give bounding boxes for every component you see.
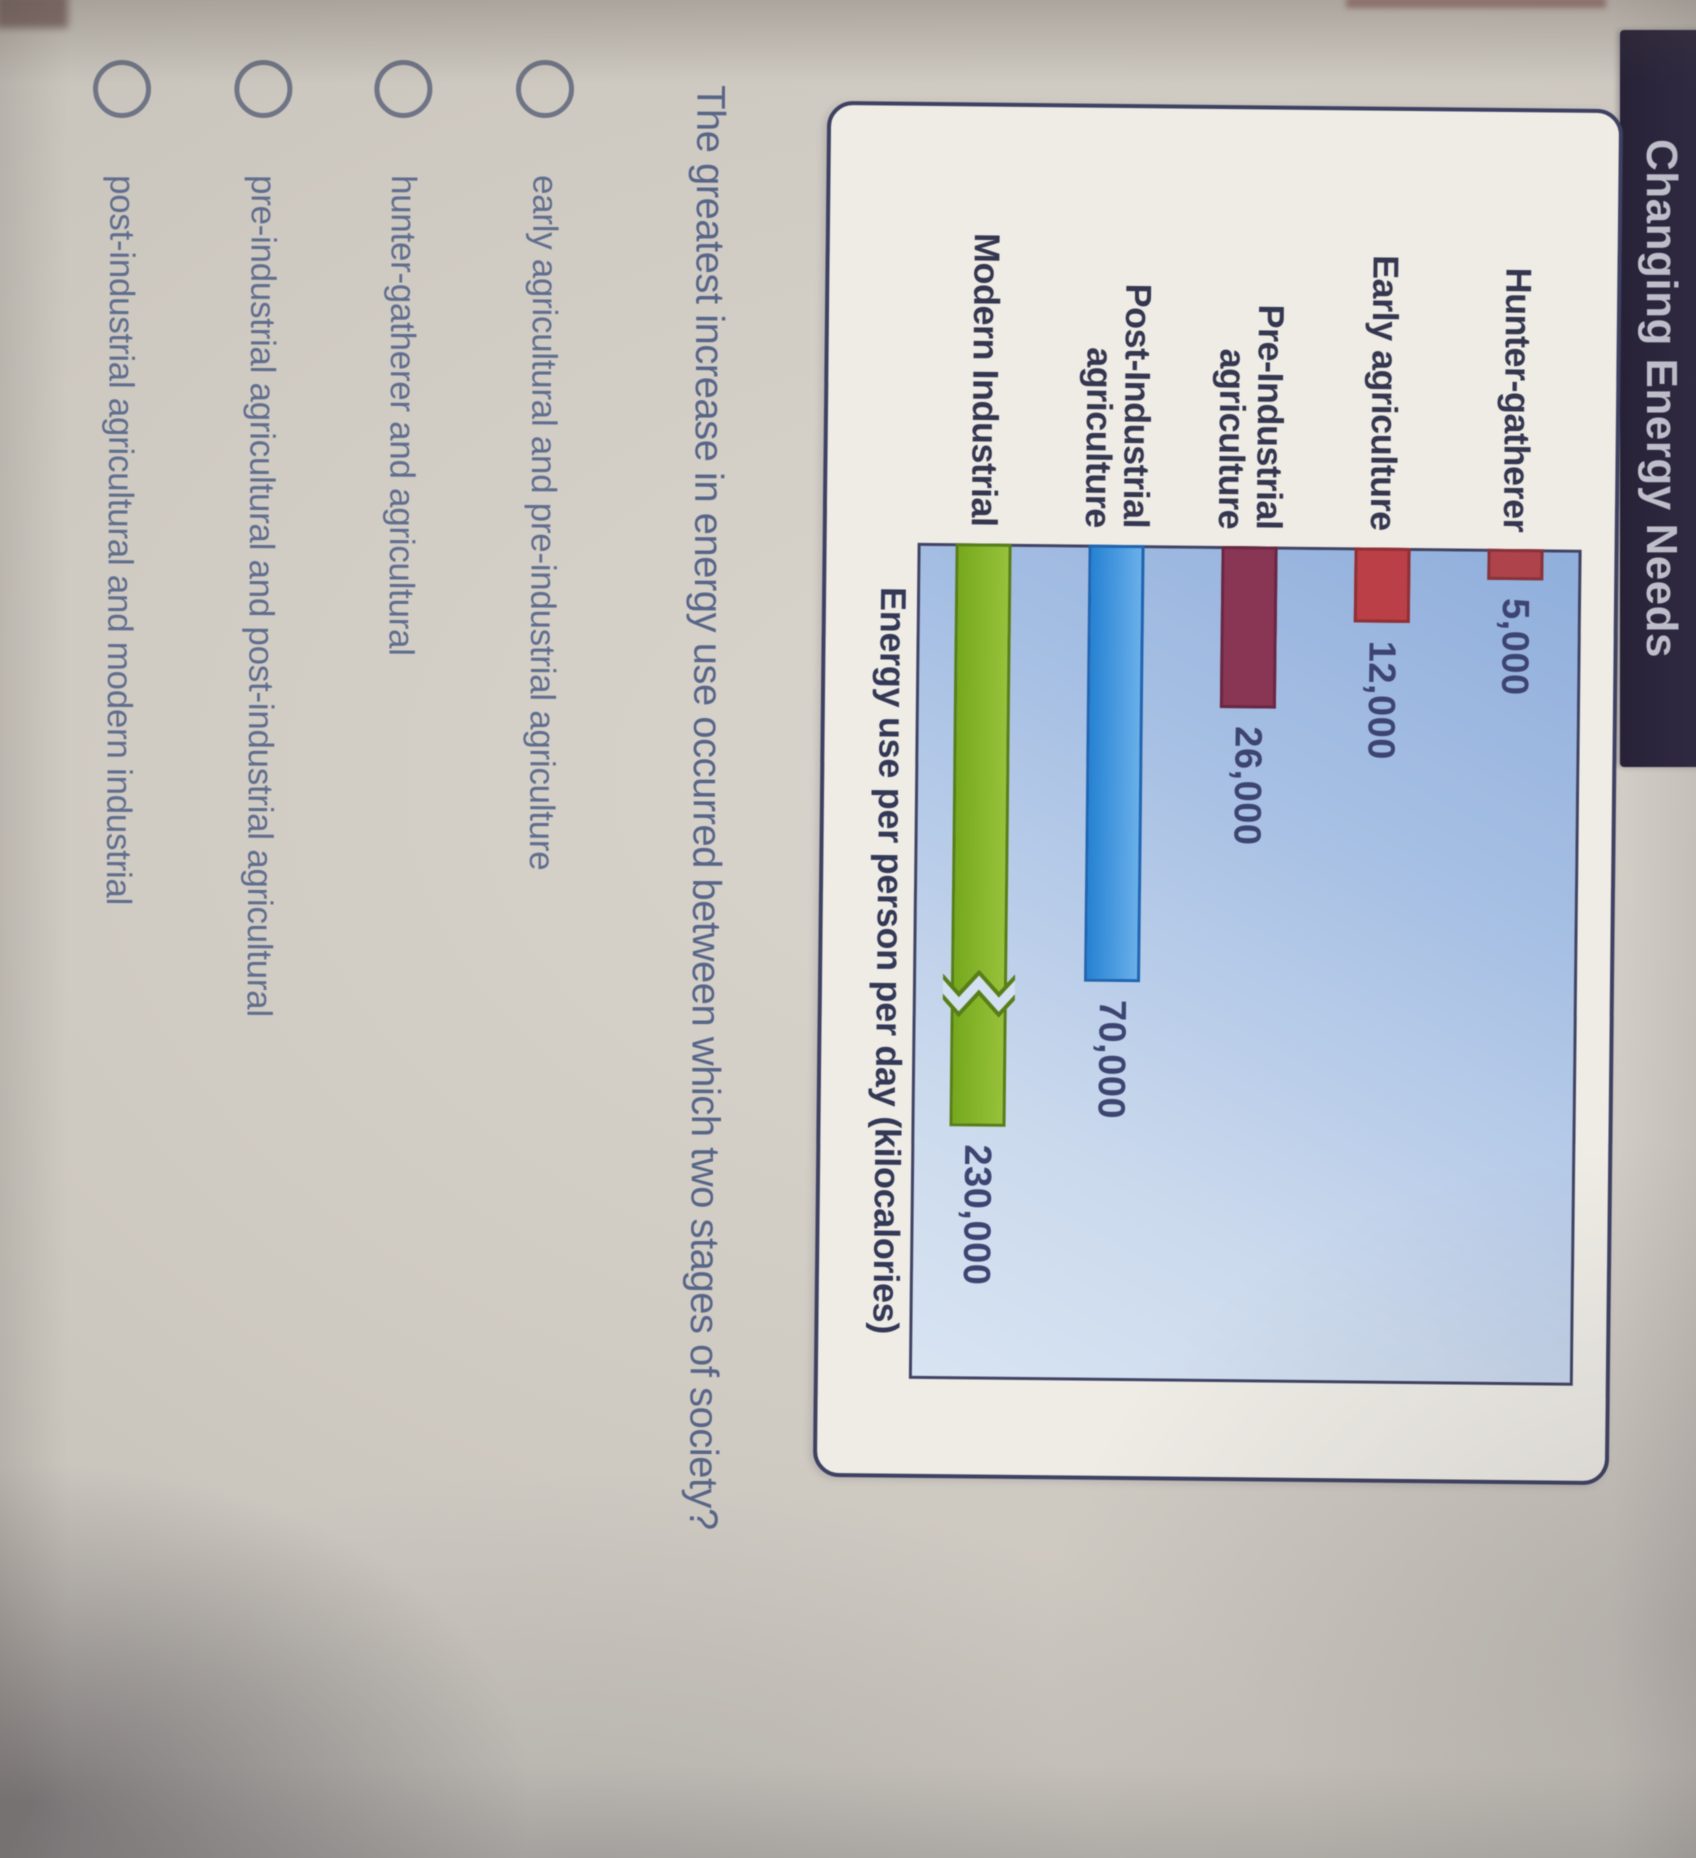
category-label: Modern Industrial: [964, 232, 1009, 527]
bar: [1219, 546, 1278, 709]
radio-button[interactable]: [92, 59, 152, 119]
value-label: 230,000: [955, 1144, 999, 1286]
category-label: Early agriculture: [1362, 254, 1407, 531]
radio-button[interactable]: [374, 59, 433, 119]
value-label: 26,000: [1225, 726, 1269, 846]
chart-card: Energy use per person per day (kilocalor…: [812, 100, 1624, 1486]
option-label[interactable]: post-industrial agricultural and modern …: [98, 174, 142, 906]
radio-button[interactable]: [234, 59, 293, 119]
question-text: The greatest increase in energy use occu…: [680, 84, 733, 1530]
photo-red-edge-smudge: [1346, 0, 1606, 8]
value-label: 12,000: [1359, 640, 1403, 761]
option-row[interactable]: post-industrial agricultural and modern …: [86, 59, 154, 906]
option-label[interactable]: hunter-gatherer and agricultural: [381, 174, 423, 656]
bar: [1084, 544, 1145, 983]
page-title: Changing Energy Needs: [1637, 138, 1686, 659]
category-label: Pre-Industrial agriculture: [1210, 304, 1293, 530]
option-label[interactable]: early agricultural and pre-industrial ag…: [521, 174, 565, 871]
category-label: Post-Industrial agriculture: [1077, 283, 1160, 529]
page-title-bar: Changing Energy Needs: [1620, 30, 1696, 767]
x-axis-label: Energy use per person per day (kilocalor…: [865, 586, 915, 1335]
value-label: 5,000: [1492, 597, 1536, 696]
bar: [1353, 547, 1411, 623]
option-label[interactable]: pre-industrial agricultural and post-ind…: [239, 174, 283, 1017]
option-row[interactable]: early agricultural and pre-industrial ag…: [509, 59, 577, 871]
value-label: 70,000: [1089, 999, 1134, 1120]
bar: [1486, 548, 1544, 581]
bar: [949, 543, 1013, 1127]
photo-corner-smudge: [0, 0, 68, 28]
radio-button[interactable]: [515, 59, 575, 119]
category-label: Hunter-gatherer: [1495, 267, 1540, 533]
option-row[interactable]: hunter-gatherer and agricultural: [368, 59, 435, 656]
option-row[interactable]: pre-industrial agricultural and post-ind…: [226, 59, 295, 1017]
